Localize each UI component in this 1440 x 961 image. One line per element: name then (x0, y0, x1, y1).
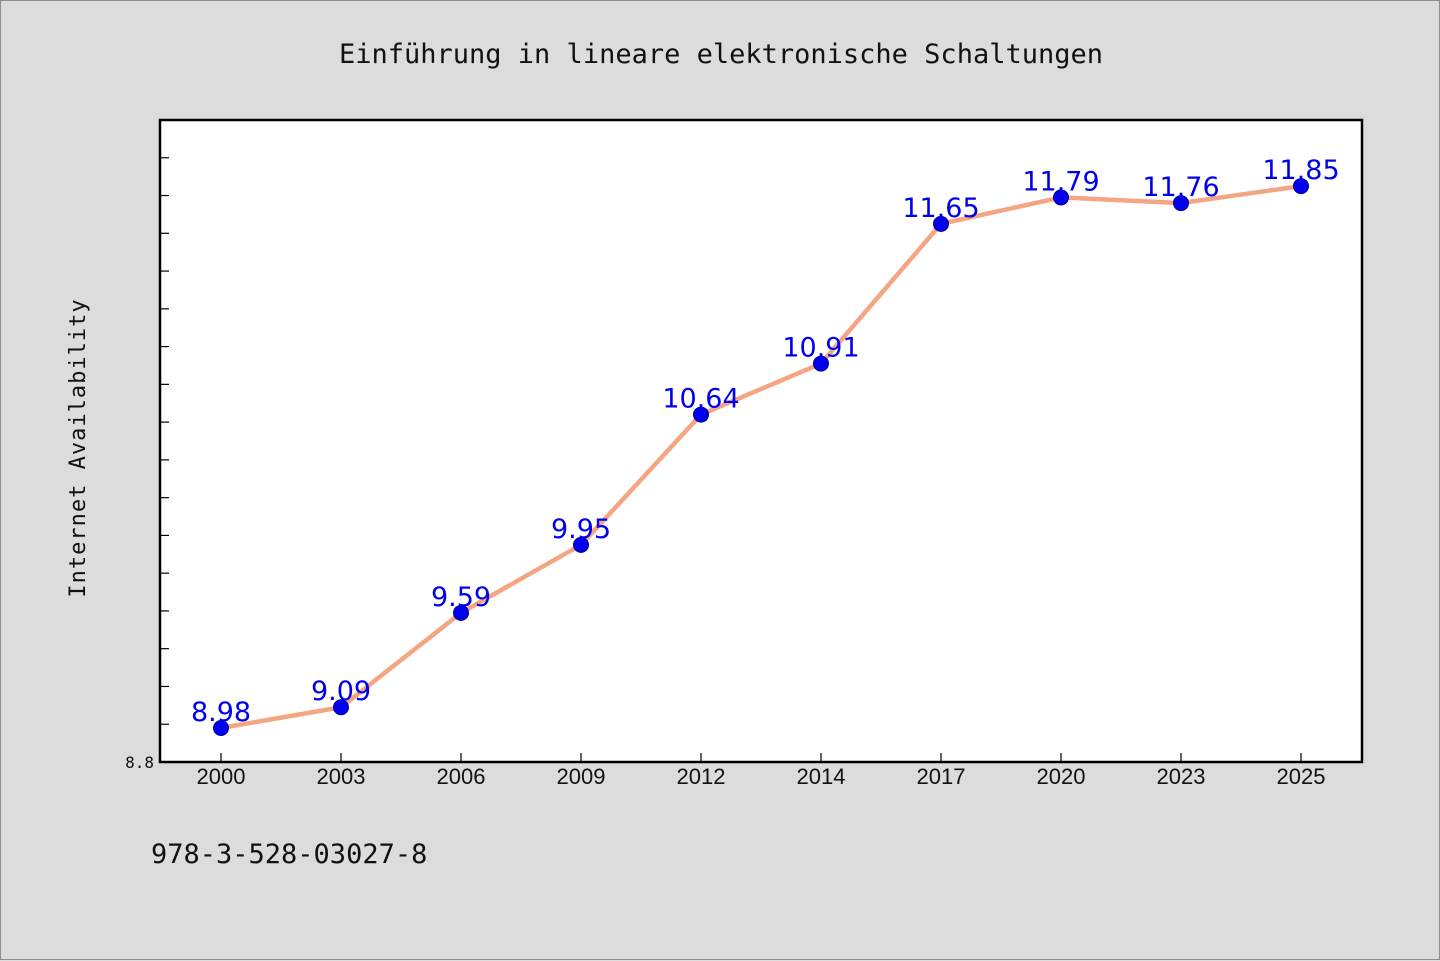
plot-area (160, 120, 1362, 762)
data-point (933, 215, 949, 232)
data-point (813, 355, 829, 372)
data-label: 9.95 (551, 514, 611, 545)
y-axis-label: Internet Availability (66, 298, 91, 597)
data-labels: 8.98 9.09 9.59 9.95 10.64 10.91 11.65 11.79 11.7… (191, 155, 1340, 728)
data-markers (213, 178, 1309, 737)
x-tick-label: 2006 (437, 764, 486, 789)
x-tick-label: 2000 (197, 764, 246, 789)
plot-border (158, 118, 1364, 764)
data-point (1293, 178, 1309, 195)
data-label: 11.79 (1022, 166, 1099, 197)
data-point (213, 720, 229, 737)
data-point (453, 604, 469, 621)
data-point (1173, 195, 1189, 212)
x-axis-ticks: 2000 2003 2006 2009 2012 2014 2017 2020 2023 2025 (197, 753, 1326, 789)
data-point (333, 699, 349, 716)
series-line (218, 183, 1304, 731)
x-tick-label: 2020 (1037, 764, 1086, 789)
chart-title: Einführung in lineare elektronische Scha… (339, 39, 1103, 70)
x-tick-label: 2023 (1157, 764, 1206, 789)
data-point (693, 406, 709, 423)
data-point (573, 536, 589, 553)
data-label: 10.91 (782, 333, 859, 364)
y-tick-label: 8.8 (125, 753, 154, 772)
data-label: 8.98 (191, 697, 251, 728)
data-label: 11.65 (902, 193, 979, 224)
data-label: 11.85 (1262, 155, 1339, 186)
x-tick-label: 2014 (797, 764, 846, 789)
x-tick-label: 2025 (1277, 764, 1326, 789)
data-label: 9.59 (431, 582, 491, 613)
data-label: 11.76 (1142, 172, 1219, 203)
x-tick-label: 2017 (917, 764, 966, 789)
x-tick-label: 2003 (317, 764, 366, 789)
x-tick-label: 2012 (677, 764, 726, 789)
x-tick-label: 2009 (557, 764, 606, 789)
data-label: 9.09 (311, 676, 371, 707)
data-point (1053, 189, 1069, 206)
isbn-footer: 978-3-528-03027-8 (151, 839, 427, 870)
data-label: 10.64 (662, 384, 739, 415)
